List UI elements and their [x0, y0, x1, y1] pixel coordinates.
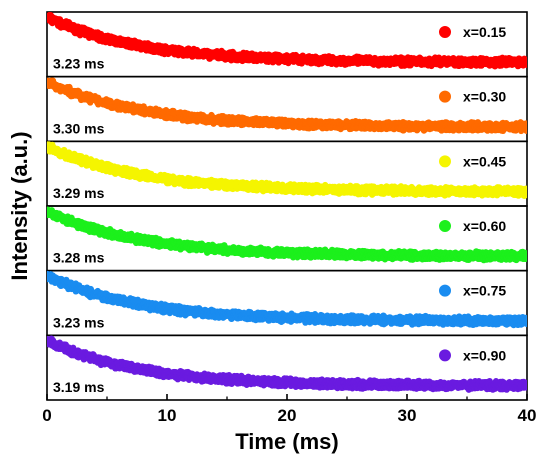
panel-2: x=0.30 3.30 ms — [46, 75, 528, 143]
panel-1: x=0.15 3.23 ms — [46, 11, 528, 78]
data-point — [523, 61, 527, 68]
series-points-x=0.15 — [47, 12, 527, 70]
legend-marker — [439, 26, 451, 38]
lifetime-label: 3.23 ms — [53, 56, 105, 72]
series-points-x=0.45 — [47, 141, 527, 199]
lifetime-label: 3.30 ms — [53, 120, 105, 136]
x-axis-title: Time (ms) — [235, 429, 339, 454]
panel-3: x=0.453.29 ms — [46, 140, 528, 207]
data-point — [523, 125, 527, 132]
series-points-x=0.30 — [47, 77, 527, 135]
panels-group: x=0.153.23 msx=0.303.30 msx=0.453.29 msx… — [46, 11, 528, 401]
legend-marker — [439, 90, 451, 103]
y-axis-title: Intensity (a.u.) — [7, 131, 32, 280]
legend-label: x=0.30 — [463, 89, 506, 105]
legend-label: x=0.15 — [463, 24, 506, 40]
